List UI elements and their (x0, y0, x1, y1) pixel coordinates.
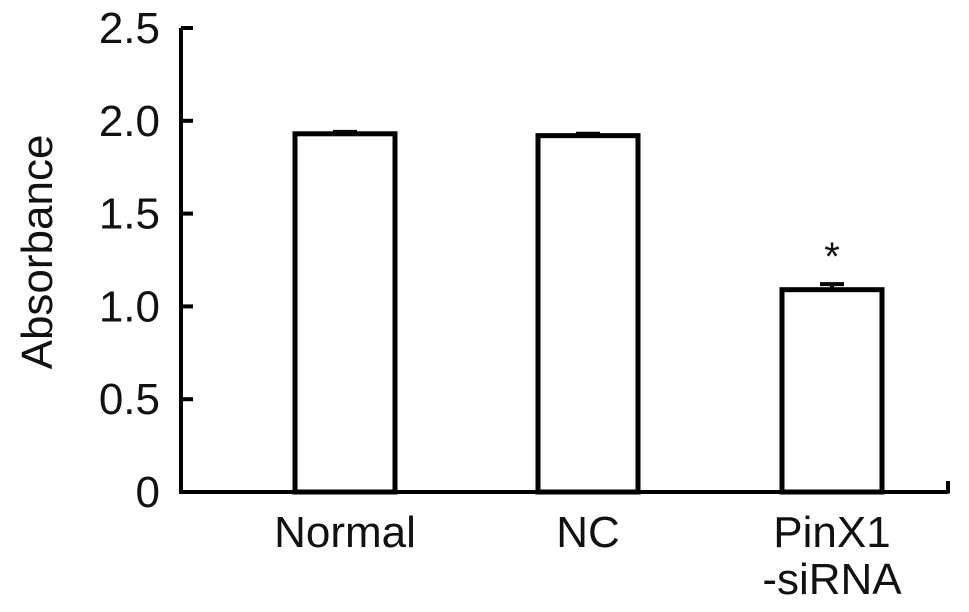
y-tick-label: 2.5 (99, 4, 160, 53)
y-axis-title: Absorbance (13, 135, 62, 370)
bar (292, 131, 398, 495)
bar (779, 287, 885, 495)
y-tick-label: 1.0 (99, 282, 160, 331)
x-category-label: Normal (274, 508, 416, 557)
x-category-label: NC (556, 508, 620, 557)
y-tick-label: 0.5 (99, 375, 160, 424)
y-tick-label: 1.5 (99, 190, 160, 239)
x-category-label: -siRNA (762, 555, 902, 604)
y-tick-label: 2.0 (99, 97, 160, 146)
significance-marker: * (824, 235, 840, 279)
x-category-label: PinX1 (773, 508, 890, 557)
bar (535, 133, 641, 495)
y-tick-label: 0 (136, 468, 160, 517)
